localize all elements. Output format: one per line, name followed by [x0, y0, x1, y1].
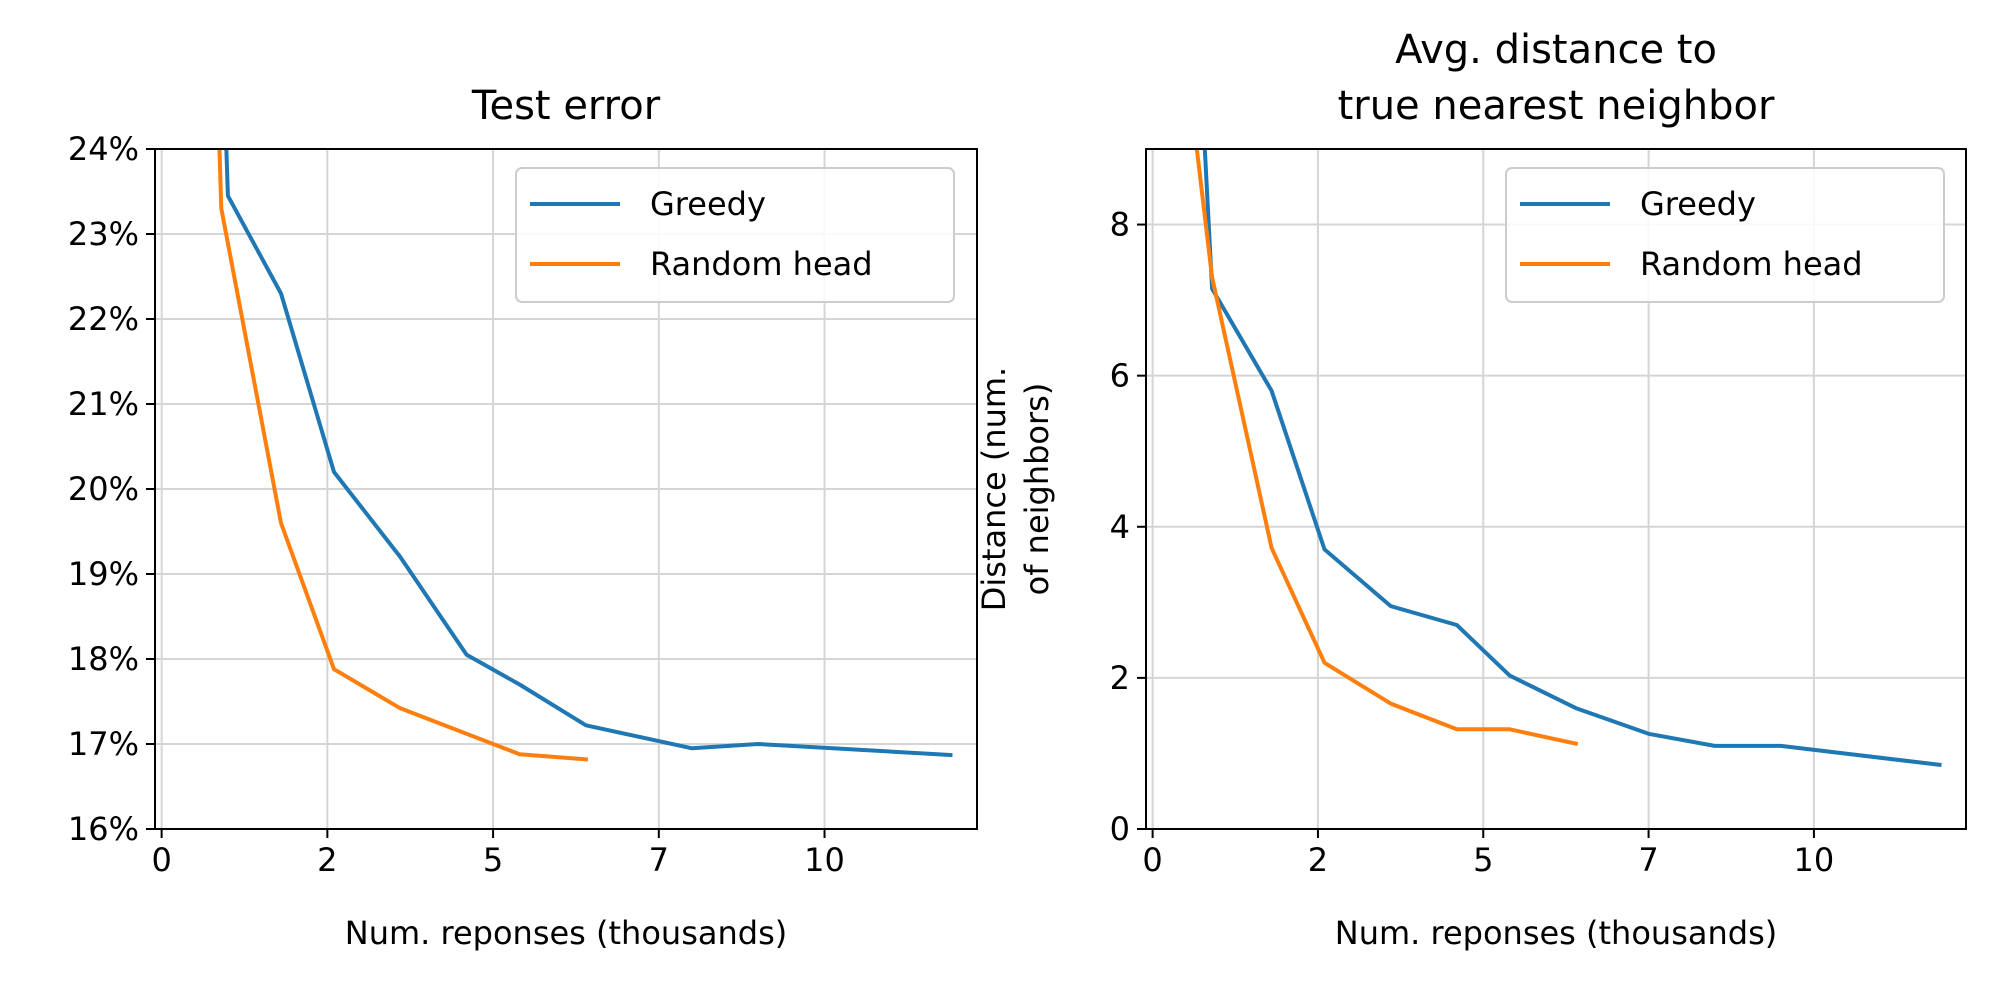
series-line-random-head	[217, 149, 589, 762]
y-axis-label: Distance (num.	[975, 367, 1013, 611]
y-tick-label: 18%	[68, 640, 139, 678]
x-axis-label: Num. reponses (thousands)	[345, 914, 787, 952]
chart-title: Avg. distance to	[1395, 27, 1717, 73]
legend-box	[515, 167, 955, 303]
y-tick-label: 22%	[68, 300, 139, 338]
y-tick-label: 4	[1110, 508, 1130, 546]
chart-title: Test error	[471, 83, 661, 129]
y-tick-label: 6	[1110, 357, 1130, 395]
y-tick-label: 0	[1110, 810, 1130, 848]
x-tick-label: 7	[649, 841, 669, 879]
legend-label: Random head	[1640, 245, 1863, 283]
test-error-chart: 0 2 5 7 10 16% 17% 18% 19% 20% 21% 22% 23% 24% Num. re…	[68, 83, 978, 952]
series-group	[217, 149, 953, 762]
x-tick-label: 0	[1142, 841, 1162, 879]
series-line-greedy	[224, 149, 953, 758]
x-tick-label: 0	[151, 841, 171, 879]
y-tick-label: 8	[1110, 206, 1130, 244]
x-tick-label: 5	[483, 841, 503, 879]
y-tick-label: 23%	[68, 215, 139, 253]
x-tick-label: 2	[317, 841, 337, 879]
series-group	[1194, 149, 1942, 768]
x-axis-label: Num. reponses (thousands)	[1335, 914, 1777, 952]
x-tick-label: 10	[804, 841, 845, 879]
y-axis-label: of neighbors)	[1018, 383, 1056, 596]
distance-chart: 0 2 5 7 10 0 2 4 6 8 Num. reponses (thousands) Dist…	[975, 27, 1967, 952]
y-tick-label: 20%	[68, 470, 139, 508]
legend-label: Greedy	[650, 185, 766, 223]
legend-label: Random head	[650, 245, 873, 283]
y-tick-label: 17%	[68, 725, 139, 763]
plot-frame	[1145, 148, 1967, 830]
y-tick-label: 21%	[68, 385, 139, 423]
y-tick-label: 19%	[68, 555, 139, 593]
series-line-greedy	[1202, 149, 1942, 768]
x-tick-label: 2	[1308, 841, 1328, 879]
legend-box	[1505, 167, 1945, 303]
x-tick-label: 7	[1638, 841, 1658, 879]
legend-label: Greedy	[1640, 185, 1756, 223]
y-tick-label: 2	[1110, 659, 1130, 697]
chart-title: true nearest neighbor	[1338, 83, 1775, 129]
x-tick-label: 5	[1473, 841, 1493, 879]
x-tick-label: 10	[1794, 841, 1835, 879]
series-line-random-head	[1194, 149, 1579, 746]
y-tick-label: 24%	[68, 130, 139, 168]
y-tick-label: 16%	[68, 810, 139, 848]
